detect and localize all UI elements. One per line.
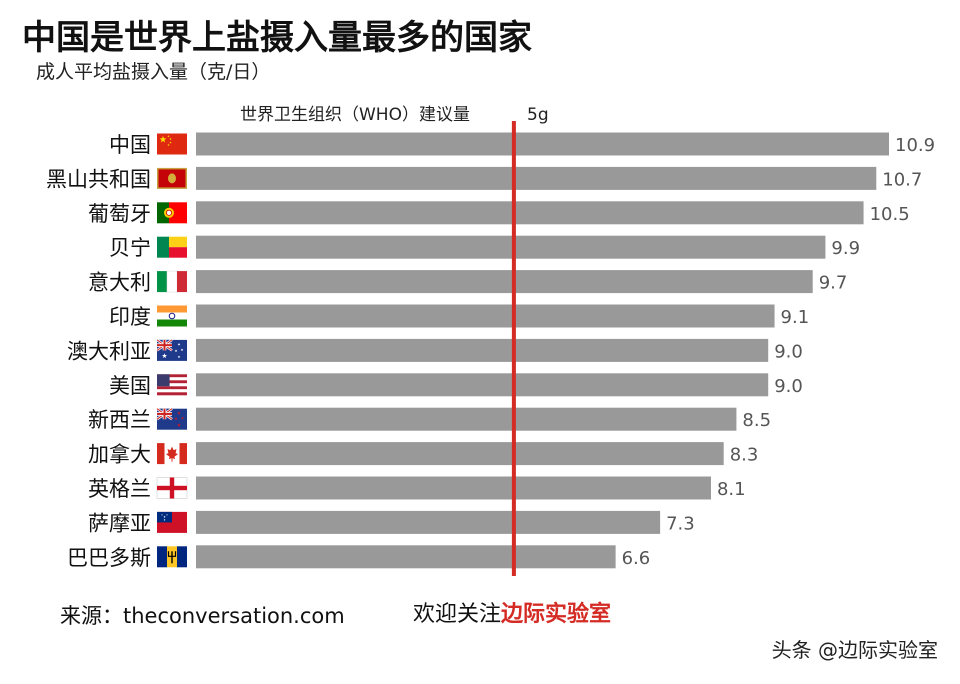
canada-flag-icon [157, 443, 187, 465]
category-label: 新西兰 [88, 408, 151, 432]
england-flag-icon [156, 477, 188, 499]
category-label: 英格兰 [88, 477, 151, 501]
reference-line-label: 世界卫生组织（WHO）建议量 [240, 105, 470, 125]
bar [196, 235, 826, 259]
bar [196, 510, 661, 534]
montenegro-flag-icon [157, 167, 187, 189]
australia-flag-icon [156, 338, 187, 361]
bar [196, 407, 737, 431]
bar [196, 201, 864, 225]
bar [196, 270, 813, 294]
value-label: 9.0 [774, 376, 803, 397]
category-label: 葡萄牙 [88, 202, 151, 226]
india-flag-icon [157, 305, 187, 327]
bar [196, 338, 769, 362]
bar [196, 132, 889, 156]
value-label: 6.6 [622, 548, 651, 569]
bar [196, 304, 775, 328]
value-label: 10.9 [895, 135, 935, 156]
china-flag-icon [157, 133, 187, 155]
category-label: 印度 [109, 305, 151, 329]
bar [196, 442, 724, 466]
value-label: 8.1 [717, 479, 746, 500]
category-label: 巴巴多斯 [67, 546, 151, 570]
category-label: 加拿大 [88, 443, 151, 467]
barbados-flag-icon [157, 546, 187, 568]
value-label: 10.7 [882, 169, 922, 190]
follow-prefix: 欢迎关注 [413, 602, 502, 627]
benin-flag-icon [157, 236, 187, 258]
category-label: 中国 [109, 133, 151, 157]
samoa-flag-icon [157, 511, 187, 533]
new-zealand-flag-icon [156, 407, 187, 430]
category-label: 澳大利亚 [67, 339, 151, 363]
category-label: 美国 [109, 374, 151, 398]
reference-line-value: 5g [527, 105, 549, 125]
value-label: 8.5 [742, 410, 771, 431]
value-label: 9.0 [774, 341, 803, 362]
category-label: 贝宁 [109, 236, 151, 260]
chart-title: 中国是世界上盐摄入量最多的国家 [22, 18, 532, 58]
value-label: 9.9 [831, 238, 860, 259]
bar [196, 373, 769, 397]
category-label: 萨摩亚 [88, 511, 151, 535]
italy-flag-icon [157, 270, 187, 293]
follow-note: 欢迎关注边际实验室 [413, 600, 611, 630]
bar [196, 545, 616, 569]
bar [196, 166, 877, 190]
value-label: 9.7 [819, 273, 848, 294]
value-label: 8.3 [730, 445, 759, 466]
category-label: 意大利 [88, 271, 151, 295]
value-label: 7.3 [666, 513, 695, 534]
value-label: 10.5 [870, 204, 910, 225]
usa-flag-icon [157, 374, 187, 396]
category-label: 黑山共和国 [46, 167, 151, 191]
chart-subtitle: 成人平均盐摄入量（克/日） [36, 61, 271, 83]
watermark: 头条 @边际实验室 [771, 638, 938, 662]
follow-brand: 边际实验室 [501, 602, 612, 627]
value-label: 9.1 [781, 307, 810, 328]
portugal-flag-icon [157, 202, 187, 224]
source-note: 来源：theconversation.com [60, 604, 345, 628]
bar [196, 476, 711, 500]
